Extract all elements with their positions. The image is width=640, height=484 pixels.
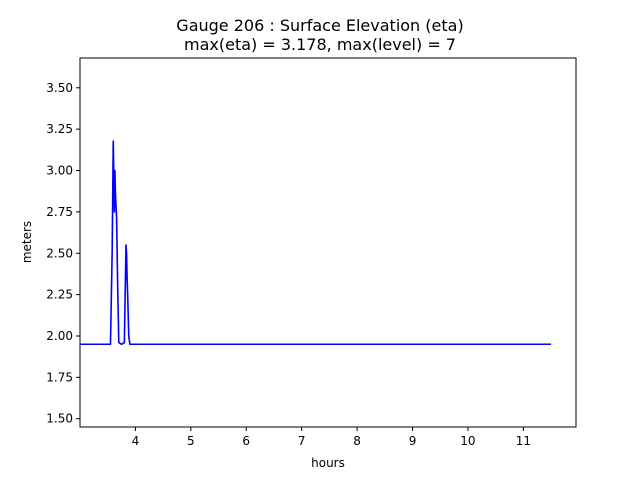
plot-area	[80, 140, 552, 346]
axes-frame	[79, 57, 577, 428]
y-tick-label: 3.50	[46, 81, 73, 95]
chart-title-line1: Gauge 206 : Surface Elevation (eta)	[176, 16, 463, 35]
x-tick-label: 10	[460, 434, 475, 448]
y-tick-label: 3.00	[46, 164, 73, 178]
x-axis: 4 5 6 7 8 9 10 11	[132, 427, 531, 448]
chart-title-line2: max(eta) = 3.178, max(level) = 7	[184, 35, 456, 54]
x-tick-label: 9	[409, 434, 417, 448]
x-tick-label: 6	[242, 434, 250, 448]
x-axis-label: hours	[311, 456, 345, 470]
y-tick-label: 2.75	[46, 205, 73, 219]
y-tick-label: 2.00	[46, 329, 73, 343]
x-tick-label: 7	[298, 434, 306, 448]
y-axis-label: meters	[20, 221, 34, 263]
y-tick-label: 1.75	[46, 370, 73, 384]
x-tick-label: 8	[353, 434, 361, 448]
x-tick-label: 4	[132, 434, 140, 448]
y-tick-label: 3.25	[46, 122, 73, 136]
x-tick-label: 5	[187, 434, 195, 448]
series-line-eta	[80, 140, 552, 346]
y-tick-label: 2.25	[46, 288, 73, 302]
y-tick-label: 1.50	[46, 412, 73, 426]
x-tick-label: 11	[516, 434, 531, 448]
y-tick-label: 2.50	[46, 246, 73, 260]
y-axis: 1.50 1.75 2.00 2.25 2.50 2.75 3.00 3.25 3.50	[46, 81, 80, 426]
